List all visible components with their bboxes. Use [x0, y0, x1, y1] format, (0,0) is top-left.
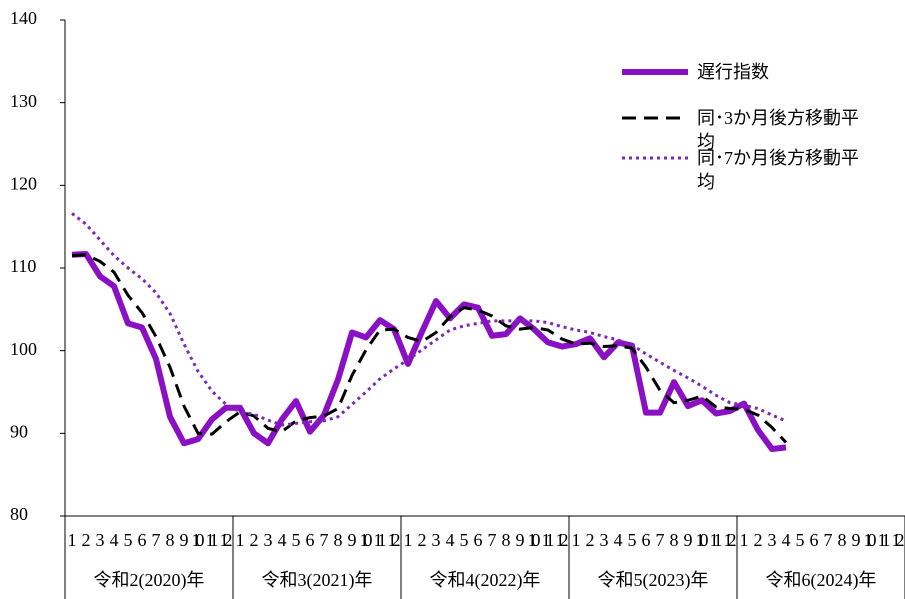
x-tick-label: 2 — [418, 530, 427, 550]
x-tick-label: 11 — [374, 530, 387, 550]
y-tick-label: 110 — [10, 256, 36, 276]
x-tick-label: 4 — [278, 530, 287, 550]
x-tick-label: 6 — [306, 530, 315, 550]
x-tick-label: 9 — [684, 530, 693, 550]
x-tick-label: 1 — [236, 530, 245, 550]
series-line — [71, 253, 788, 444]
x-tick-label: 7 — [656, 530, 665, 550]
x-tick-label: 2 — [82, 530, 91, 550]
x-tick-label: 8 — [670, 530, 679, 550]
x-tick-label: 10 — [528, 530, 541, 550]
x-tick-label: 11 — [206, 530, 219, 550]
x-tick-label: 12 — [556, 530, 569, 550]
x-tick-label: 6 — [138, 530, 147, 550]
x-tick-label: 4 — [446, 530, 455, 550]
x-tick-label: 7 — [152, 530, 161, 550]
x-tick-label: 5 — [124, 530, 133, 550]
x-tick-label: 9 — [180, 530, 189, 550]
x-tick-label: 7 — [488, 530, 497, 550]
x-tick-label: 7 — [320, 530, 329, 550]
y-tick-label: 90 — [10, 421, 28, 441]
x-tick-label: 3 — [264, 530, 273, 550]
x-group-label: 令和3(2021)年 — [262, 570, 373, 591]
x-tick-label: 1 — [740, 530, 749, 550]
x-tick-label: 1 — [404, 530, 413, 550]
x-tick-label: 2 — [754, 530, 763, 550]
y-tick-label: 100 — [10, 339, 37, 359]
x-tick-label: 9 — [852, 530, 861, 550]
x-tick-label: 1 — [572, 530, 581, 550]
x-tick-label: 9 — [516, 530, 525, 550]
y-tick-label: 80 — [10, 504, 28, 524]
x-tick-label: 5 — [292, 530, 301, 550]
series-line — [71, 250, 787, 453]
x-tick-label: 3 — [96, 530, 105, 550]
x-group-label: 令和2(2020)年 — [94, 570, 205, 591]
x-tick-label: 10 — [864, 530, 877, 550]
y-tick-label: 140 — [10, 8, 37, 28]
x-tick-label: 10 — [360, 530, 373, 550]
y-tick-label: 130 — [10, 91, 37, 111]
legend-label: 同･7か月後方移動平均 — [697, 148, 859, 192]
x-tick-label: 11 — [878, 530, 891, 550]
series-line — [71, 212, 787, 427]
x-tick-label: 3 — [432, 530, 441, 550]
legend-label: 同･3か月後方移動平均 — [697, 108, 859, 152]
x-tick-label: 3 — [600, 530, 609, 550]
x-tick-label: 4 — [110, 530, 119, 550]
x-tick-label: 11 — [542, 530, 555, 550]
x-tick-label: 12 — [388, 530, 401, 550]
x-tick-label: 8 — [838, 530, 847, 550]
y-tick-label: 120 — [10, 173, 37, 193]
x-tick-label: 9 — [348, 530, 357, 550]
x-tick-label: 2 — [250, 530, 259, 550]
x-tick-label: 8 — [166, 530, 175, 550]
x-tick-label: 5 — [628, 530, 637, 550]
x-tick-label: 11 — [710, 530, 723, 550]
x-tick-label: 12 — [220, 530, 233, 550]
x-tick-label: 4 — [782, 530, 791, 550]
x-tick-label: 10 — [192, 530, 205, 550]
x-tick-label: 6 — [474, 530, 483, 550]
legend-label: 遅行指数 — [697, 62, 769, 82]
x-tick-label: 4 — [614, 530, 623, 550]
x-tick-label: 1 — [68, 530, 77, 550]
x-tick-label: 3 — [768, 530, 777, 550]
x-tick-label: 10 — [696, 530, 709, 550]
x-tick-label: 8 — [502, 530, 511, 550]
x-tick-label: 6 — [810, 530, 819, 550]
x-group-label: 令和5(2023)年 — [598, 570, 709, 591]
x-group-label: 令和6(2024)年 — [766, 570, 877, 591]
x-tick-label: 2 — [586, 530, 595, 550]
x-tick-label: 5 — [460, 530, 469, 550]
x-tick-label: 12 — [724, 530, 737, 550]
x-tick-label: 12 — [892, 530, 905, 550]
x-group-label: 令和4(2022)年 — [430, 570, 541, 591]
x-tick-label: 6 — [642, 530, 651, 550]
x-tick-label: 8 — [334, 530, 343, 550]
x-tick-label: 7 — [824, 530, 833, 550]
x-tick-label: 5 — [796, 530, 805, 550]
